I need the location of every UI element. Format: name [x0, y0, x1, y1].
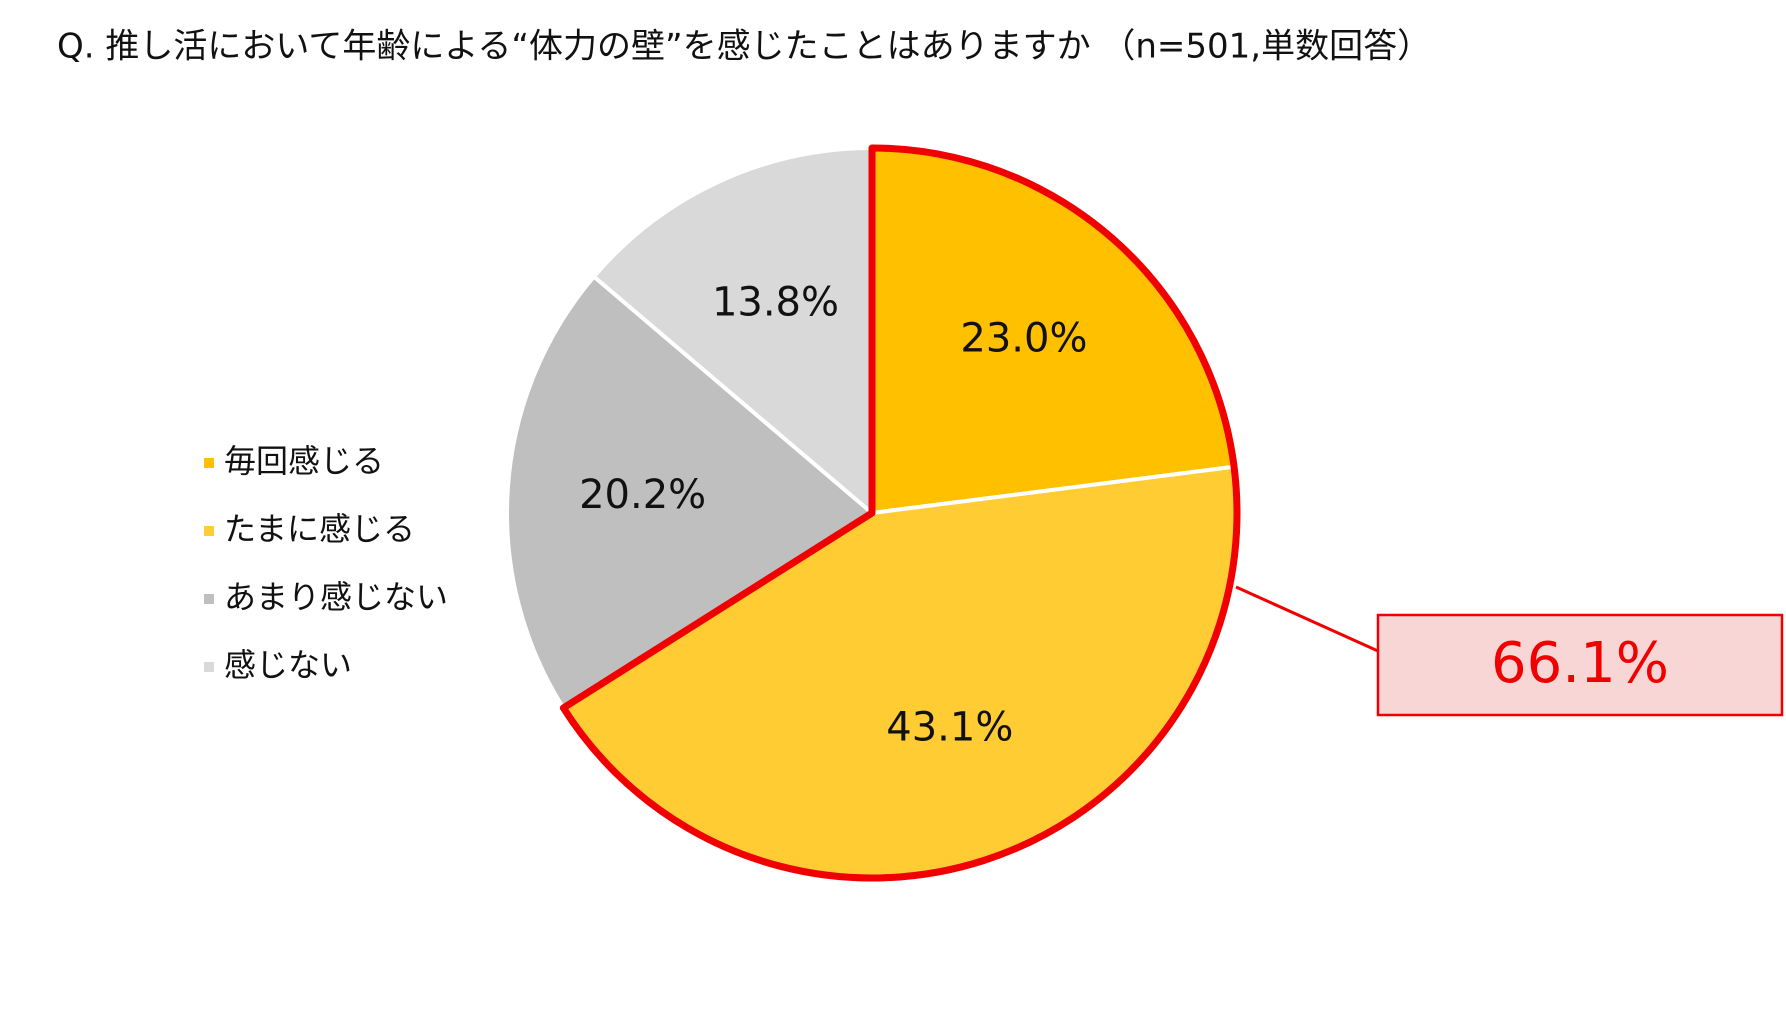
callout-label: 66.1%	[1491, 631, 1669, 696]
legend-marker	[204, 458, 214, 468]
legend-label: 感じない	[224, 646, 352, 684]
data-label: 43.1%	[886, 704, 1013, 750]
data-label: 20.2%	[579, 472, 706, 518]
data-label: 13.8%	[712, 279, 839, 325]
data-label: 23.0%	[960, 315, 1087, 361]
callout-line	[1235, 585, 1379, 653]
legend-marker	[204, 526, 214, 536]
legend-marker	[204, 594, 214, 604]
pie-slice	[505, 273, 876, 711]
legend-marker	[204, 662, 214, 672]
pie-slice	[591, 145, 874, 518]
chart-title: Q. 推し活において年齢による“体力の壁”を感じたことはありますか （n=501…	[57, 27, 1431, 67]
legend-label: あまり感じない	[224, 578, 448, 616]
callout-box	[1376, 613, 1784, 717]
legend-label: たまに感じる	[224, 510, 415, 548]
highlight-outline	[559, 144, 1241, 882]
legend-label: 毎回感じる	[224, 442, 384, 480]
pie: 23.0% 43.1% 20.2% 13.8%	[505, 144, 1241, 882]
